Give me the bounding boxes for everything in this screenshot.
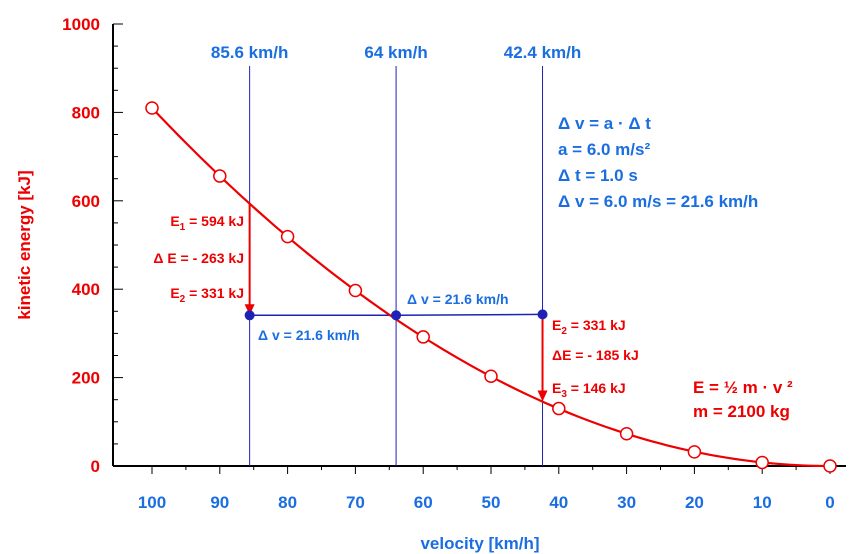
y-ticks: 0 200 400 600 800 1000 — [62, 15, 123, 476]
step-points — [244, 309, 548, 321]
x-tick-label: 10 — [753, 493, 772, 512]
delta-e1-annotation: Δ E = - 263 kJ — [153, 250, 244, 266]
kinematics-info-line: Δ v = a · Δ t — [558, 114, 651, 133]
delta-e2-annotation: ΔE = - 185 kJ — [552, 347, 639, 363]
e3-annotation: E3 = 146 kJ — [552, 380, 626, 400]
energy-formula-info: E = ½ m · v ² m = 2100 kg — [693, 378, 793, 421]
energy-data-point — [213, 169, 227, 183]
delta-v-lower-label: Δ v = 21.6 km/h — [258, 327, 360, 343]
y-tick-label: 200 — [72, 369, 100, 388]
energy-drop-arrows — [244, 203, 548, 402]
energy-formula-line: m = 2100 kg — [693, 402, 790, 421]
velocity-marker-label: 85.6 km/h — [211, 43, 289, 62]
step-point — [244, 310, 255, 321]
energy-data-point — [280, 229, 295, 244]
x-tick-label: 80 — [278, 493, 297, 512]
energy-data-point — [823, 459, 837, 473]
velocity-marker-label: 64 km/h — [364, 43, 427, 62]
x-tick-label: 100 — [138, 493, 166, 512]
energy-data-point — [619, 426, 634, 441]
velocity-marker-label: 42.4 km/h — [504, 43, 582, 62]
energy-data-point — [552, 401, 566, 416]
energy-curve — [145, 101, 837, 473]
energy-data-point — [145, 101, 159, 115]
y-tick-label: 800 — [72, 103, 100, 122]
e2-right-annotation: E2 = 331 kJ — [552, 317, 626, 337]
x-tick-label: 30 — [617, 493, 636, 512]
y-tick-label: 600 — [72, 192, 100, 211]
step-point — [391, 310, 402, 321]
y-tick-label: 400 — [72, 280, 100, 299]
x-tick-label: 90 — [210, 493, 229, 512]
step-point — [537, 309, 548, 320]
energy-data-point — [484, 369, 498, 384]
kinematics-info-line: Δ t = 1.0 s — [558, 166, 638, 185]
x-axis-label: velocity [km/h] — [420, 534, 539, 553]
kinematics-info-line: Δ v = 6.0 m/s = 21.6 km/h — [558, 192, 758, 211]
delta-v-middle-label: Δ v = 21.6 km/h — [407, 291, 509, 307]
e2-left-annotation: E2 = 331 kJ — [170, 285, 244, 305]
energy-data-point — [416, 330, 430, 344]
x-tick-label: 50 — [482, 493, 501, 512]
x-tick-label: 70 — [346, 493, 365, 512]
step-lines — [249, 313, 543, 317]
e1-annotation: E1 = 594 kJ — [170, 213, 244, 233]
energy-data-point — [348, 283, 363, 298]
y-tick-label: 0 — [91, 457, 100, 476]
energy-drop-arrowhead — [537, 390, 548, 402]
x-tick-label: 0 — [825, 493, 834, 512]
energy-formula-line: E = ½ m · v ² — [693, 378, 793, 397]
energy-data-point — [755, 455, 769, 470]
y-axis-label: kinetic energy [kJ] — [15, 170, 34, 319]
x-tick-label: 40 — [549, 493, 568, 512]
y-tick-label: 1000 — [62, 15, 100, 34]
energy-drop-arrowhead — [244, 304, 255, 316]
x-tick-label: 60 — [414, 493, 433, 512]
kinematics-info: Δ v = a · Δ t a = 6.0 m/s² Δ t = 1.0 s Δ v … — [558, 114, 758, 211]
kinematics-info-line: a = 6.0 m/s² — [558, 140, 650, 159]
energy-data-point — [687, 445, 702, 459]
delta-v-step-line — [396, 313, 543, 317]
x-ticks: 100 90 80 70 60 50 40 30 20 10 0 — [138, 466, 835, 512]
x-tick-label: 20 — [685, 493, 704, 512]
velocity-markers: 85.6 km/h 64 km/h 42.4 km/h — [211, 43, 581, 466]
axes — [112, 24, 846, 467]
